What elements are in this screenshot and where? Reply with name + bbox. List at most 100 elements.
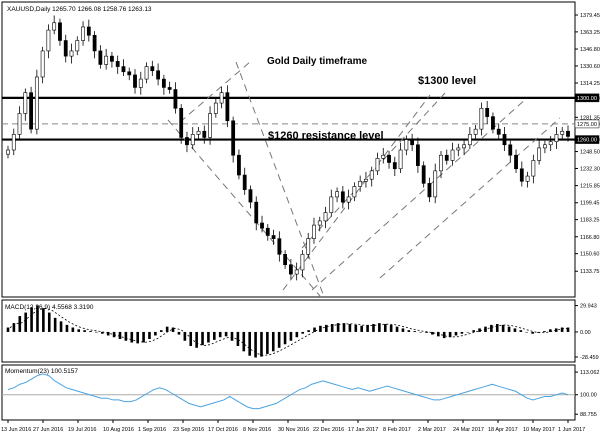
macd-bar: [566, 327, 570, 332]
trendline: [379, 117, 561, 279]
candle-body: [17, 113, 22, 135]
trendline: [167, 119, 321, 297]
candle-body: [277, 238, 282, 255]
annotation-1300: $1300 level: [418, 75, 476, 87]
price-tick-label: 1166.80: [580, 235, 599, 241]
candle-body: [237, 154, 241, 176]
macd-bar: [165, 326, 169, 332]
macd-bar: [242, 331, 246, 352]
momentum-panel-frame: [1, 364, 576, 421]
candle-body: [98, 50, 103, 65]
macd-tick-label: 0.00: [580, 330, 591, 336]
price-tick-label: 1183.25: [580, 218, 599, 224]
macd-bar: [395, 326, 399, 332]
macd-bar: [148, 331, 151, 339]
time-tick-label: 18 Apr 2017: [488, 427, 518, 433]
macd-bar: [295, 331, 299, 338]
macd-bar: [42, 308, 45, 332]
macd-bar: [472, 330, 475, 332]
candle-body: [173, 89, 178, 109]
candle-body: [300, 253, 305, 271]
macd-bar: [24, 312, 27, 332]
macd-bar: [183, 331, 187, 341]
macd-bar: [478, 328, 481, 332]
candle-body: [81, 26, 85, 41]
time-tick-label: 30 Nov 2016: [278, 427, 309, 433]
price-tick-label: 1314.25: [580, 81, 600, 87]
macd-bar: [230, 331, 234, 341]
macd-bar: [260, 331, 263, 357]
candle-body: [150, 66, 155, 72]
candle-body: [410, 139, 415, 146]
macd-bar: [159, 330, 163, 332]
time-tick-label: 1 Sep 2016: [138, 427, 166, 433]
macd-bar: [65, 324, 69, 332]
candle-body: [352, 186, 357, 198]
candle-body: [40, 50, 45, 78]
candle-body: [531, 160, 536, 177]
time-tick-label: 17 Oct 2016: [208, 427, 238, 433]
candle-body: [179, 107, 184, 138]
macd-signal-line: [9, 307, 571, 356]
macd-bar: [12, 323, 16, 332]
macd-bar: [419, 331, 422, 333]
candle-body: [467, 134, 472, 146]
price-tick-label: 1133.75: [580, 269, 599, 275]
candle-body: [317, 220, 322, 226]
macd-bar: [136, 331, 139, 344]
macd-bar: [330, 324, 334, 332]
candle-body: [52, 22, 57, 31]
price-tick-label: 1379.45: [580, 13, 600, 19]
candle-body: [248, 189, 253, 203]
macd-bar: [519, 330, 523, 332]
macd-bar: [18, 316, 22, 332]
macd-bar: [106, 331, 110, 336]
macd-bar: [224, 331, 228, 337]
price-panel-frame: [1, 1, 576, 298]
candle-body: [340, 191, 345, 203]
price-axis: 1379.45 1363.25 1346.80 1330.60 1314.25 1300.…: [575, 13, 600, 275]
macd-bar: [325, 324, 328, 332]
macd-bar: [549, 329, 552, 332]
candle-body: [202, 130, 207, 138]
macd-histogram: [6, 305, 570, 358]
candle-body: [444, 154, 449, 161]
candle-body: [519, 168, 524, 182]
time-tick-label: 27 Jun 2016: [33, 427, 63, 433]
macd-bar: [53, 317, 57, 332]
level-tag-label: 1260.00: [577, 138, 597, 144]
candle-body: [456, 147, 461, 151]
macd-axis: 29.943 0.00 -28.459: [575, 304, 599, 361]
candle-body: [312, 224, 316, 239]
candle-body: [219, 92, 224, 104]
macd-bar: [207, 331, 210, 343]
macd-bar: [366, 324, 369, 332]
level-tag-label: 1275.00: [577, 122, 597, 128]
candle-body: [335, 191, 339, 198]
macd-bar: [313, 327, 316, 332]
macd-bar: [130, 331, 134, 343]
macd-tick-label: 29.943: [580, 304, 597, 310]
macd-bar: [277, 331, 281, 348]
macd-bar: [448, 331, 452, 338]
price-tick-label: 1330.60: [580, 64, 600, 70]
candle-body: [502, 134, 507, 146]
level-tag: [574, 93, 600, 103]
candle-body: [6, 149, 10, 155]
candle-body: [514, 154, 518, 170]
price-tick-label: 1150.60: [580, 252, 599, 258]
macd-bar: [83, 330, 86, 332]
macd-title: MACD(12,26,9) 4.5568 3.3190: [5, 304, 94, 311]
candle-body: [271, 235, 276, 239]
candle-body: [138, 78, 143, 88]
macd-bar: [301, 331, 305, 334]
macd-bar: [507, 326, 511, 332]
macd-bar: [171, 327, 175, 332]
macd-bar: [283, 331, 287, 345]
candle-body: [346, 196, 351, 203]
candle-body: [156, 70, 161, 80]
candle-body: [121, 66, 126, 73]
time-axis: 13 Jun 2016 27 Jun 2016 19 Jul 2016 10 Aug …: [1, 420, 585, 433]
macd-bar: [525, 331, 529, 333]
candle-body: [387, 154, 391, 163]
